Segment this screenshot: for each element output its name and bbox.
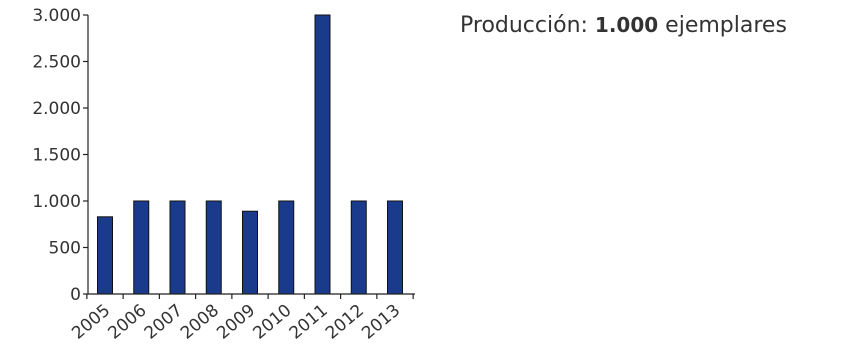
y-tick-label-5: 2.500: [32, 53, 81, 73]
y-tick-label-0: 0: [70, 285, 81, 305]
x-tick-label-2007: 2007: [141, 301, 187, 344]
bar-2007: [169, 200, 186, 295]
x-tick-label-2010: 2010: [249, 301, 295, 344]
y-tick-label-3: 1.500: [32, 146, 81, 166]
y-tick-label-2: 1.000: [32, 192, 81, 212]
bar-2011: [314, 14, 331, 295]
bar-chart: 05001.0001.5002.0002.5003.00020052006200…: [32, 6, 415, 344]
bar-2008: [205, 200, 222, 295]
x-tick-label-2013: 2013: [358, 301, 404, 344]
bar-2013: [387, 200, 403, 295]
bar-2006: [133, 200, 150, 295]
caption-value: 1.000: [594, 13, 659, 37]
caption-prefix: Producción:: [460, 13, 595, 38]
x-tick-label-2011: 2011: [286, 301, 332, 344]
bar-2012: [350, 200, 367, 295]
y-tick-label-6: 3.000: [32, 6, 81, 26]
bar-2009: [242, 210, 258, 295]
x-tick-label-2006: 2006: [104, 301, 150, 344]
y-tick-label-4: 2.000: [32, 99, 81, 119]
bar-2010: [278, 200, 295, 295]
x-tick-label-2005: 2005: [68, 301, 114, 344]
x-tick-label-2012: 2012: [322, 301, 368, 344]
y-tick-label-1: 500: [49, 239, 81, 259]
caption-suffix: ejemplares: [658, 13, 787, 38]
x-tick-label-2009: 2009: [213, 301, 259, 344]
x-tick-label-2008: 2008: [177, 301, 223, 344]
production-caption: Producción: 1.000 ejemplares: [460, 13, 787, 38]
bar-2005: [97, 216, 113, 295]
